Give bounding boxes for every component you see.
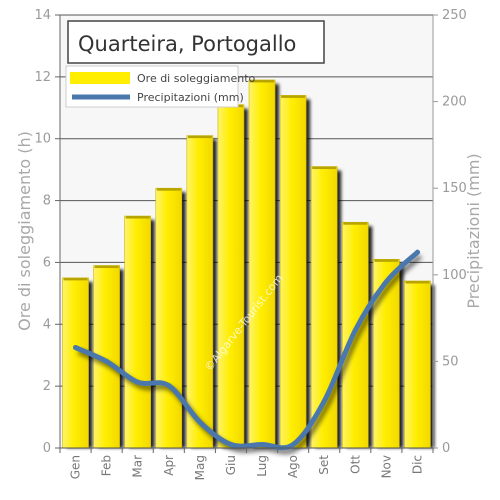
precipitation-point-nov: [383, 279, 389, 285]
x-tick-label-set: Set: [317, 455, 331, 475]
y-tick-label-left: 2: [43, 379, 51, 394]
axes: 0 2 4 6 8 10 12 14 0 50 100 150 200 250 Gen Feb Mar Apr Ma…: [34, 8, 466, 480]
x-tick-label-nov: Nov: [379, 455, 393, 478]
precipitation-point-mar: [135, 379, 141, 385]
bar-cap: [343, 222, 368, 225]
y-axis-title-right: Precipitazioni (mm): [464, 153, 483, 308]
x-tick-label-apr: Apr: [162, 455, 176, 476]
y-axis-title-left: Ore di soleggiamento (h): [15, 131, 34, 331]
bar-mag: [186, 135, 214, 449]
x-tick-label-gen: Gen: [69, 455, 83, 479]
x-tick-label-ott: Ott: [348, 455, 362, 474]
precipitation-point-gen: [73, 345, 79, 351]
bar-cap: [281, 95, 306, 98]
y-tick-label-left: 6: [43, 255, 51, 270]
bar-cap: [250, 79, 275, 83]
y-tick-label-right: 50: [442, 354, 459, 369]
bars: [62, 79, 431, 449]
y-tick-label-left: 8: [43, 194, 51, 209]
x-tick-label-giu: Giu: [224, 455, 238, 475]
precipitation-point-dic: [414, 249, 420, 255]
y-tick-label-left: 4: [43, 317, 51, 332]
y-tick-label-right: 100: [442, 268, 467, 283]
precipitation-point-ago: [290, 442, 296, 448]
bar-ago: [279, 95, 307, 449]
bar-cap: [405, 280, 430, 284]
bar-cap: [156, 188, 181, 191]
precipitation-point-feb: [104, 358, 110, 364]
legend-swatch-sunshine: [70, 72, 130, 84]
y-tick-label-right: 150: [442, 181, 467, 196]
bar-dic: [404, 280, 431, 449]
title-box: Quarteira, Portogallo: [67, 20, 325, 64]
x-tick-label-mar: Mar: [131, 455, 145, 478]
precipitation-point-mag: [197, 419, 203, 425]
bar-cap: [374, 259, 399, 262]
y-tick-label-right: 200: [442, 95, 467, 110]
x-tick-label-lug: Lug: [255, 455, 269, 477]
y-tick-label-left: 10: [34, 132, 51, 147]
precipitation-point-ott: [352, 327, 358, 333]
precipitation-point-giu: [228, 442, 234, 448]
bar-lug: [248, 79, 276, 449]
bar-cap: [187, 135, 212, 139]
y-tick-label-left: 14: [34, 8, 51, 23]
y-tick-label-right: 0: [442, 441, 450, 456]
bar-mar: [124, 215, 152, 449]
precipitation-point-set: [321, 398, 327, 404]
precipitation-point-apr: [166, 383, 172, 389]
bar-cap: [94, 265, 119, 269]
legend-label-precipitation: Precipitazioni (mm): [137, 91, 244, 104]
precipitation-point-lug: [259, 442, 265, 448]
y-tick-label-left: 0: [43, 441, 51, 456]
legend: Ore di soleggiamento Precipitazioni (mm): [65, 65, 256, 108]
title-frame: [67, 20, 325, 64]
x-tick-label-feb: Feb: [100, 455, 114, 476]
bar-apr: [155, 187, 183, 449]
bar-cap: [63, 277, 88, 281]
chart-title: Quarteira, Portogallo: [78, 32, 296, 56]
x-tick-label-dic: Dic: [410, 455, 424, 474]
x-tick-label-ago: Ago: [286, 455, 300, 478]
bar-cap: [312, 166, 337, 170]
bar-cap: [125, 216, 150, 219]
bar-gen: [62, 277, 89, 449]
bar-giu: [217, 104, 245, 449]
x-tick-label-mag: Mag: [193, 455, 207, 480]
legend-label-sunshine: Ore di soleggiamento: [137, 72, 256, 85]
y-tick-label-right: 250: [442, 8, 467, 23]
y-tick-label-left: 12: [34, 70, 51, 85]
precipitation-line-shadow: [77, 254, 423, 455]
precipitation-line-layer: [73, 249, 423, 455]
